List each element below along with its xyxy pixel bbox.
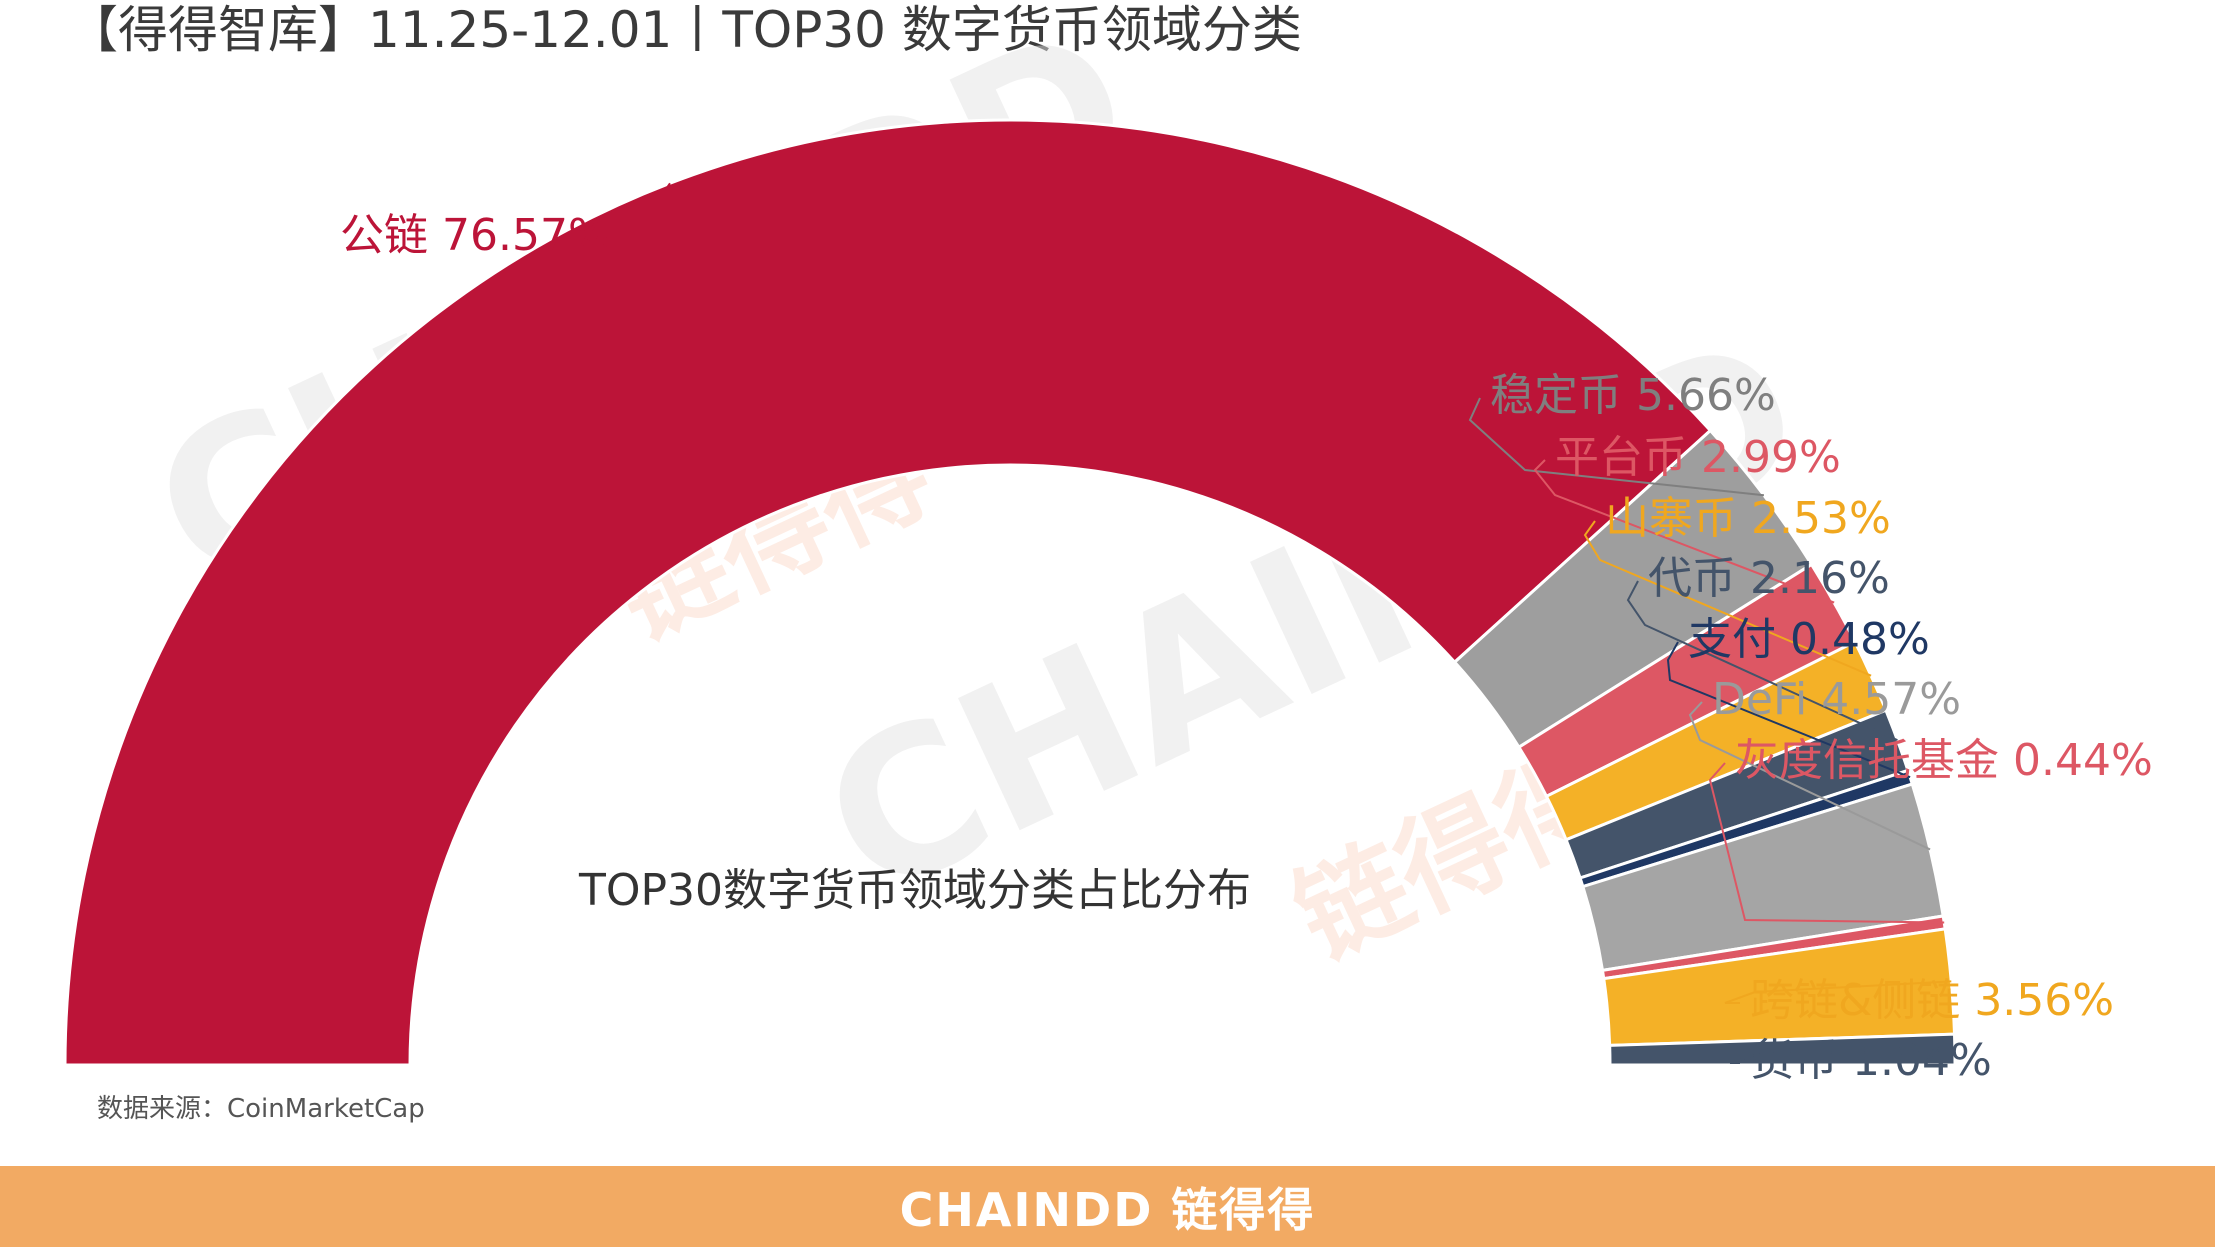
slice-label-name: 货币 xyxy=(1750,1035,1838,1086)
slice-label-2: 平台币 2.99% xyxy=(1555,432,1841,483)
slice-label-name: 支付 xyxy=(1688,614,1776,665)
slice-label-value: 0.48% xyxy=(1790,614,1930,665)
source-note: 数据来源：CoinMarketCap xyxy=(97,1094,425,1124)
slice-label-3: 山寨币 2.53% xyxy=(1605,493,1891,544)
leader-line-9 xyxy=(1729,1048,1955,1064)
page-title: 【得得智库】11.25-12.01丨TOP30 数字货币领域分类 xyxy=(68,1,1302,59)
half-donut-chart: CHAINDD 链得得 CHAINDD 链得得 公链76.57%稳定币5.66%… xyxy=(63,0,2153,1086)
slice-label-name: 跨链&侧链 xyxy=(1750,975,1960,1026)
footer-logo: CHAINDD 链得得 xyxy=(899,1182,1316,1237)
slice-label-value: 3.56% xyxy=(1974,975,2114,1026)
slice-label-5: 支付 0.48% xyxy=(1688,614,1930,665)
slice-label-name: 平台币 xyxy=(1555,432,1687,483)
slice-label-1: 稳定币 5.66% xyxy=(1490,370,1776,421)
chart-center-label: TOP30数字货币领域分类占比分布 xyxy=(578,865,1251,916)
slice-0 xyxy=(63,118,1713,1067)
slice-label-value: 5.66% xyxy=(1636,370,1776,421)
slice-9 xyxy=(1608,1032,1957,1067)
slice-label-6: DeFi 4.57% xyxy=(1712,674,1961,725)
slice-label-name: 公链 xyxy=(340,210,428,261)
leader-line-3 xyxy=(1583,520,1872,677)
leader-line-0 xyxy=(589,182,671,286)
footer-bar: CHAINDD 链得得 xyxy=(0,1166,2215,1247)
slice-label-value: 1.04% xyxy=(1852,1035,1992,1086)
leader-line-2 xyxy=(1533,459,1835,604)
slice-label-value: 0.44% xyxy=(2013,735,2153,786)
slice-label-7: 灰度信托基金 0.44% xyxy=(1735,735,2153,786)
slice-label-value: 4.57% xyxy=(1821,674,1961,725)
slice-label-value: 2.99% xyxy=(1701,432,1841,483)
leader-line-4 xyxy=(1626,580,1898,742)
leader-line-8 xyxy=(1724,980,1952,1004)
slice-label-value: 2.53% xyxy=(1751,493,1891,544)
slice-label-name: 灰度信托基金 xyxy=(1735,735,1999,786)
slice-label-name: 山寨币 xyxy=(1605,493,1737,544)
slice-label-name: 代币 xyxy=(1648,553,1736,604)
leader-line-1 xyxy=(1468,397,1765,497)
slice-label-name: 稳定币 xyxy=(1490,370,1622,421)
slice-label-value: 76.57% xyxy=(442,210,610,261)
slice-label-value: 2.16% xyxy=(1750,553,1890,604)
slice-label-9: 货币 1.04% xyxy=(1750,1035,1992,1086)
slice-label-4: 代币 2.16% xyxy=(1648,553,1890,604)
slice-label-name: DeFi xyxy=(1712,674,1807,725)
leader-line-7 xyxy=(1708,762,1945,924)
slice-label-0: 公链 76.57% xyxy=(340,210,610,261)
leader-line-6 xyxy=(1688,701,1931,851)
slice-label-8: 跨链&侧链 3.56% xyxy=(1750,975,2114,1026)
leader-line-5 xyxy=(1666,641,1911,779)
